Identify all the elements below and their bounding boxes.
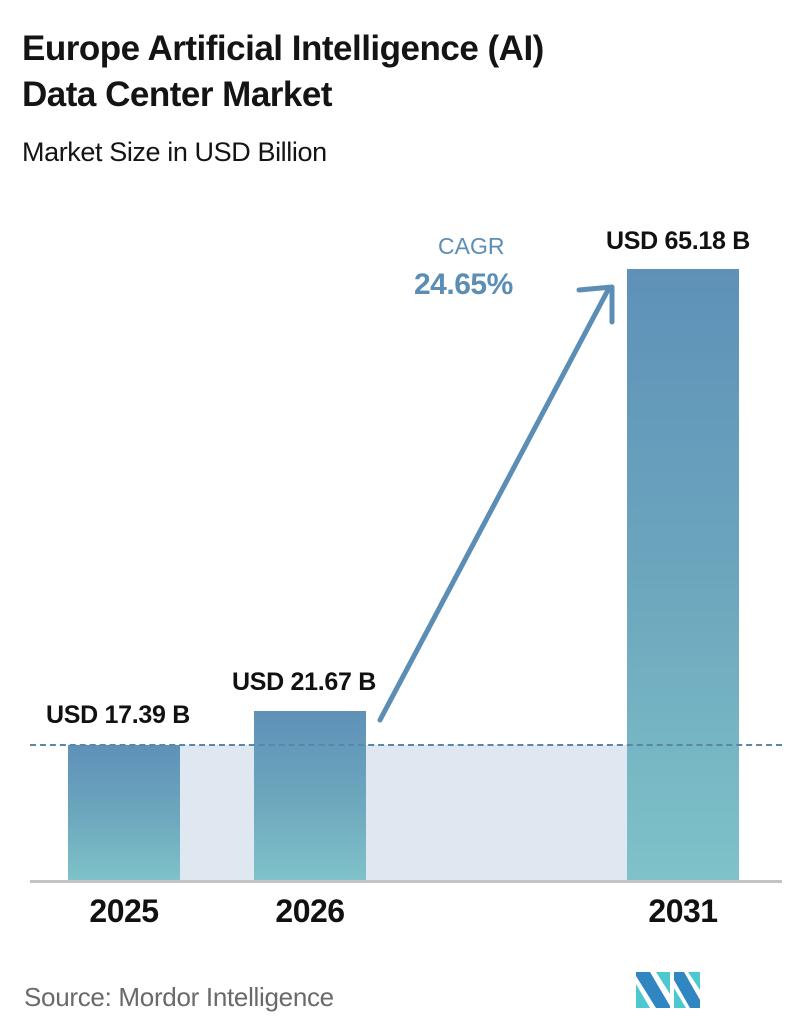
x-label-2031: 2031	[648, 893, 718, 929]
chart-subtitle: Market Size in USD Billion	[22, 137, 327, 167]
x-label-2025: 2025	[89, 893, 159, 929]
value-label-2031: USD 65.18 B	[606, 227, 750, 255]
x-axis-line	[30, 880, 782, 883]
bar-2026	[254, 711, 366, 880]
cagr-value: 24.65%	[414, 268, 513, 301]
value-label-2025: USD 17.39 B	[46, 701, 190, 729]
title-line-1: Europe Artificial Intelligence (AI)	[22, 29, 544, 68]
bar-2031	[627, 269, 739, 880]
bar-2025	[68, 745, 180, 880]
cagr-label: CAGR	[438, 233, 505, 259]
baseline-dashed-line	[30, 744, 782, 746]
source-text: Source: Mordor Intelligence	[24, 982, 334, 1012]
x-label-2026: 2026	[275, 893, 345, 929]
value-label-2026: USD 21.67 B	[232, 668, 376, 696]
mordor-intelligence-logo-icon	[636, 972, 700, 1008]
chart-title: Europe Artificial Intelligence (AI) Data…	[22, 26, 782, 118]
title-line-2: Data Center Market	[22, 75, 333, 114]
